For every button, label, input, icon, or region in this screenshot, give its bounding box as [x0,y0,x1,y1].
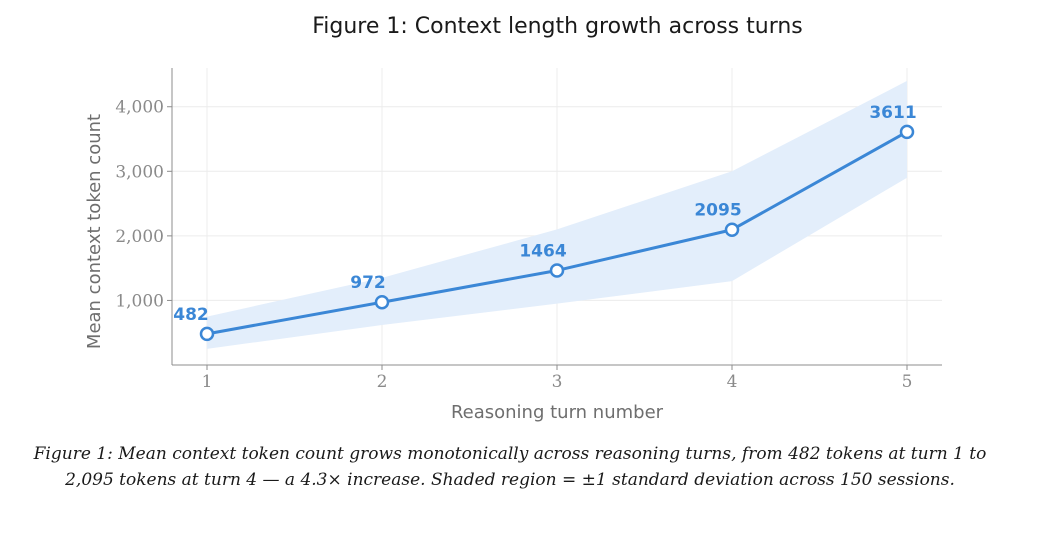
y-axis-title: Mean context token count [84,114,105,349]
x-tick-label: 3 [552,372,563,392]
data-point-1 [199,326,215,342]
x-tick-label: 4 [727,372,738,392]
data-label-3: 1464 [519,241,566,261]
chart-title: Figure 1: Context length growth across t… [312,14,803,39]
x-tick-label: 1 [202,372,213,392]
x-tick-label: 2 [377,372,388,392]
data-point-5 [899,124,915,140]
x-tick-label: 5 [902,372,913,392]
data-label-5: 3611 [869,103,916,123]
series-group [199,124,915,342]
axes: 1,000 2,000 3,000 4,000 1 2 3 4 5 Reasoning turn … [84,68,942,423]
data-label-1: 482 [173,305,209,325]
y-tick-label: 3,000 [115,162,164,182]
labels-group: 482 972 1464 2095 3611 [173,103,916,325]
data-point-3 [549,263,565,278]
std-band [207,80,907,349]
data-label-2: 972 [350,273,386,293]
data-point-4 [724,222,740,237]
y-tick-label: 1,000 [115,291,164,311]
y-tick-label: 2,000 [115,227,164,247]
std-band-group [207,80,907,349]
x-axis-title: Reasoning turn number [451,402,664,423]
figure-caption: Figure 1: Mean context token count grows… [33,444,987,490]
data-point-2 [374,294,390,310]
data-label-4: 2095 [694,201,741,221]
y-tick-label: 4,000 [115,98,164,118]
